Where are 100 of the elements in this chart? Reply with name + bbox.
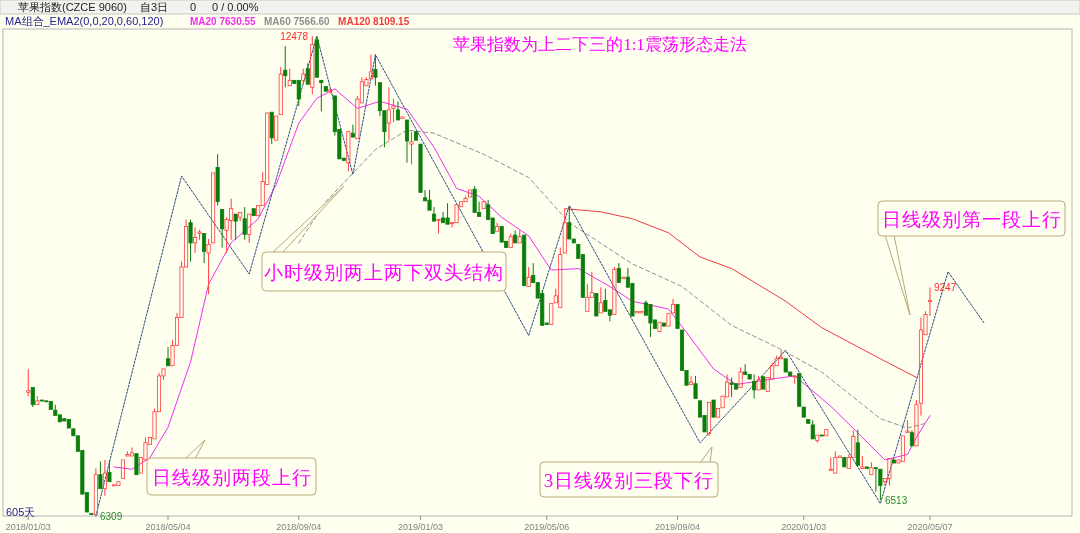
candlestick <box>202 233 207 264</box>
candlestick <box>125 450 130 457</box>
legend: MA20 7630.55 MA60 7566.60 MA120 8109.15 <box>190 16 410 27</box>
candlestick <box>368 54 373 80</box>
candlestick <box>404 119 409 164</box>
candlestick <box>93 467 98 515</box>
candlestick <box>445 202 450 225</box>
candlestick <box>900 435 905 462</box>
candlestick <box>472 185 477 213</box>
callout: 日线级别两段上行 <box>146 439 317 496</box>
text: MA组合_EMA2(0,0,20,0,60,120) <box>5 15 164 27</box>
candlestick <box>120 459 125 479</box>
candlestick <box>193 226 198 254</box>
candlestick <box>400 116 405 119</box>
candlestick <box>905 419 910 434</box>
candlestick <box>427 189 432 211</box>
candlestick <box>761 376 766 390</box>
candlestick <box>319 79 324 112</box>
callout: 3日线级别三段下行 <box>539 446 719 498</box>
annotation: 日线级别两段上行 <box>151 466 312 488</box>
annotation: 小时级别两上两下双头结构 <box>264 261 504 283</box>
candlestick <box>864 466 869 469</box>
annotation: 9247 <box>933 281 957 293</box>
annotation: 3日线级别三段下行 <box>543 469 715 491</box>
candlestick <box>287 68 292 87</box>
x-tick-label: 2019/09/04 <box>654 522 701 532</box>
text: 0 / 0.00% <box>212 1 259 13</box>
candlestick <box>526 266 531 287</box>
candlestick <box>211 172 216 244</box>
text: 苹果指数(CZCE 9060) <box>18 1 127 13</box>
candlestick <box>242 206 247 241</box>
candlestick <box>598 286 603 314</box>
candlestick <box>675 303 680 329</box>
candlestick <box>418 143 423 193</box>
candlestick <box>567 206 572 240</box>
candlestick <box>585 283 590 312</box>
candlestick <box>233 213 238 241</box>
chart-title: 苹果指数为上二下三的1:1震荡形态走法 <box>453 35 747 54</box>
candlestick <box>441 211 446 224</box>
candlestick <box>481 201 486 210</box>
candlestick <box>783 358 788 373</box>
candlestick <box>869 461 874 476</box>
annotation: 日线级别第一段上行 <box>881 208 1062 230</box>
candlestick <box>166 346 171 367</box>
candlestick <box>661 322 666 327</box>
candlestick <box>887 457 892 487</box>
candlestick <box>833 450 838 474</box>
text: 0 <box>190 1 197 13</box>
candlestick <box>824 429 829 437</box>
x-tick-label: 2018/09/04 <box>276 522 322 532</box>
candlestick <box>842 457 847 468</box>
candlestick <box>616 262 621 283</box>
candlestick <box>612 266 617 315</box>
candlestick <box>711 399 716 418</box>
candlestick <box>522 234 527 287</box>
candlestick <box>395 100 400 121</box>
candlestick <box>716 408 721 418</box>
candlestick <box>134 453 139 476</box>
candlestick <box>815 434 820 444</box>
candlestick <box>855 429 860 466</box>
candlestick <box>463 195 468 203</box>
candlestick <box>819 434 824 437</box>
candlestick <box>350 124 355 138</box>
candlestick <box>251 208 256 217</box>
candlestick <box>860 455 865 469</box>
candlestick <box>594 293 599 317</box>
annotation: 12478 <box>280 30 309 42</box>
candlestick <box>30 387 35 408</box>
candlestick <box>603 288 608 312</box>
candlestick <box>98 460 103 490</box>
x-tick-label: 2018/01/03 <box>5 522 51 532</box>
candlestick <box>707 401 712 437</box>
candlestick <box>454 204 459 224</box>
text: 自3日 <box>140 1 169 13</box>
candlestick <box>102 459 107 497</box>
candlestick <box>639 310 644 314</box>
candlestick <box>621 276 626 280</box>
candlestick <box>220 209 225 249</box>
candlestick <box>328 89 333 95</box>
callout: 小时级别两上两下双头结构 <box>261 185 507 292</box>
annotation: 605天 <box>6 506 36 518</box>
candlestick <box>129 446 134 457</box>
candlestick <box>562 208 567 254</box>
x-tick-label: 2020/05/07 <box>907 522 953 532</box>
x-tick-label: 2019/05/06 <box>524 522 570 532</box>
x-tick-label: 2018/05/04 <box>145 522 191 532</box>
candlestick <box>468 189 473 198</box>
candlestick <box>729 376 734 398</box>
candlestick <box>878 468 883 501</box>
candlestick <box>283 45 288 88</box>
candlestick <box>648 303 653 338</box>
candlestick <box>689 375 694 385</box>
candlestick <box>215 153 220 207</box>
candlestick <box>413 131 419 141</box>
annotation: 6513 <box>885 494 908 506</box>
candlestick <box>891 459 896 464</box>
candlestick <box>657 321 662 332</box>
candlestick <box>436 219 441 235</box>
candlestick <box>116 481 121 486</box>
candlestick <box>747 373 752 380</box>
